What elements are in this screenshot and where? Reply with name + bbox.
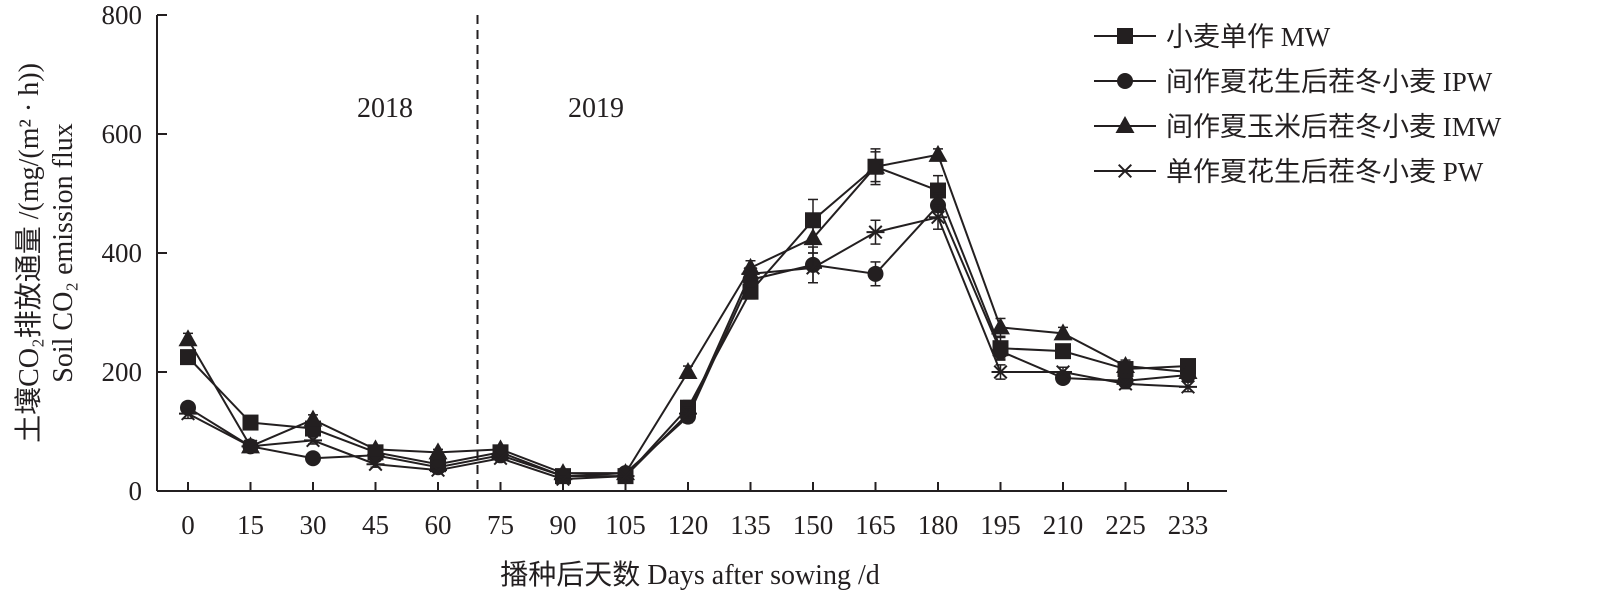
y-tick-label: 0 bbox=[129, 476, 143, 506]
data-point bbox=[428, 442, 448, 460]
data-point bbox=[366, 439, 385, 457]
data-point bbox=[679, 406, 697, 421]
data-point bbox=[804, 260, 822, 275]
legend-label: 间作夏玉米后茬冬小麦 IMW bbox=[1166, 112, 1502, 142]
x-tick-label: 195 bbox=[980, 510, 1021, 540]
data-point bbox=[930, 182, 946, 199]
legend-marker bbox=[1115, 116, 1135, 133]
series-asterisk bbox=[179, 204, 1197, 487]
x-tick-label: 15 bbox=[237, 510, 264, 540]
data-point bbox=[741, 266, 760, 281]
series-line bbox=[187, 165, 1189, 478]
legend-marker bbox=[1117, 28, 1133, 44]
data-point bbox=[992, 343, 1009, 360]
data-point bbox=[491, 439, 510, 457]
series-layer bbox=[178, 144, 1198, 487]
data-point bbox=[429, 463, 447, 478]
x-tick-label: 165 bbox=[855, 510, 896, 540]
data-point bbox=[179, 406, 197, 421]
data-point bbox=[241, 439, 260, 454]
data-point bbox=[1179, 379, 1197, 394]
legend-label: 小麦单作 MW bbox=[1166, 22, 1331, 52]
x-tick-label: 210 bbox=[1043, 510, 1084, 540]
legend-label: 单作夏花生后茬冬小麦 PW bbox=[1166, 157, 1484, 187]
x-tick-label: 75 bbox=[487, 510, 514, 540]
data-point bbox=[803, 228, 823, 246]
x-tick-label: 150 bbox=[793, 510, 834, 540]
data-point bbox=[1055, 343, 1071, 360]
data-point bbox=[303, 409, 323, 427]
x-tick-label: 90 bbox=[550, 510, 577, 540]
x-tick-label: 225 bbox=[1105, 510, 1146, 540]
data-point bbox=[928, 144, 948, 162]
series-square bbox=[180, 148, 1196, 485]
legend-marker bbox=[1117, 73, 1133, 89]
data-point bbox=[242, 414, 259, 431]
x-axis-ticks: 0 15 30 45 60 75 90 105 120 135 150 165 180 195 210 225… bbox=[181, 482, 1208, 540]
data-point bbox=[180, 399, 196, 416]
data-point bbox=[678, 362, 698, 379]
data-point bbox=[180, 349, 196, 366]
legend-item: 间作夏花生后茬冬小麦 IPW bbox=[1094, 67, 1493, 97]
x-tick-label: 60 bbox=[425, 510, 452, 540]
year-label-2018: 2018 bbox=[357, 93, 413, 124]
x-tick-label: 45 bbox=[362, 510, 389, 540]
y-tick-label: 400 bbox=[102, 238, 143, 268]
data-point bbox=[1054, 364, 1072, 380]
x-tick-label: 0 bbox=[181, 510, 195, 540]
data-point bbox=[1116, 376, 1135, 391]
data-point bbox=[991, 364, 1010, 380]
x-tick-label: 233 bbox=[1168, 510, 1209, 540]
x-tick-label: 135 bbox=[730, 510, 771, 540]
data-point bbox=[867, 265, 884, 282]
data-point bbox=[1055, 369, 1071, 386]
data-point bbox=[616, 469, 635, 484]
data-point bbox=[366, 457, 385, 472]
series-triangle bbox=[178, 144, 1198, 481]
data-point bbox=[805, 212, 821, 229]
legend-label: 间作夏花生后茬冬小麦 IPW bbox=[1166, 67, 1493, 97]
data-point bbox=[866, 225, 885, 240]
data-point bbox=[1116, 356, 1135, 374]
x-tick-label: 120 bbox=[668, 510, 709, 540]
data-point bbox=[554, 472, 572, 487]
y-axis-label-en: Soil CO₂ emission flux bbox=[48, 123, 79, 382]
y-axis-ticks: 0 200 400 600 800 bbox=[102, 0, 167, 506]
x-axis-label: 播种后天数 Days after sowing /d bbox=[500, 559, 880, 591]
legend-item: 间作夏玉米后茬冬小麦 IMW bbox=[1094, 112, 1502, 142]
data-point bbox=[304, 433, 322, 448]
y-axis-label-cn: 土壤CO₂排放通量 /(mg/(m² · h)) bbox=[13, 63, 45, 443]
data-point bbox=[866, 156, 885, 174]
data-point bbox=[491, 451, 510, 466]
series-line bbox=[187, 153, 1189, 475]
series-line bbox=[187, 203, 1189, 478]
data-point bbox=[1178, 362, 1198, 379]
data-point bbox=[305, 450, 321, 467]
legend: 小麦单作 MW 间作夏花生后茬冬小麦 IPW 间作夏玉米后茬冬小麦 IMW 单作夏花生… bbox=[1094, 22, 1502, 187]
y-tick-label: 200 bbox=[102, 357, 143, 387]
data-point bbox=[929, 210, 947, 225]
series-line bbox=[187, 216, 1189, 481]
legend-item: 小麦单作 MW bbox=[1094, 22, 1331, 52]
series-circle bbox=[180, 192, 1196, 485]
data-point bbox=[553, 463, 573, 481]
legend-item: 单作夏花生后茬冬小麦 PW bbox=[1094, 157, 1484, 187]
y-tick-label: 800 bbox=[102, 0, 143, 30]
year-label-2019: 2019 bbox=[568, 93, 624, 124]
data-point bbox=[991, 317, 1010, 335]
x-tick-label: 105 bbox=[605, 510, 646, 540]
data-point bbox=[1053, 323, 1073, 341]
x-tick-label: 180 bbox=[918, 510, 959, 540]
legend-marker bbox=[1116, 163, 1134, 179]
x-tick-label: 30 bbox=[300, 510, 327, 540]
data-point bbox=[178, 329, 198, 347]
y-tick-label: 600 bbox=[102, 119, 143, 149]
